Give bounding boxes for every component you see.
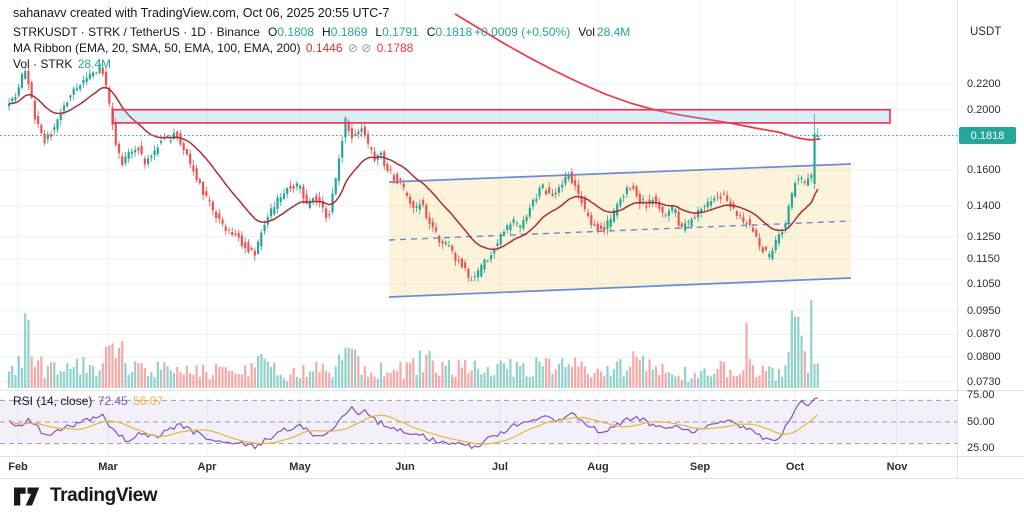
rsi-legend[interactable]: RSI (14, close) 72.45 56.07 xyxy=(13,394,163,408)
volume-value: 28.4M xyxy=(596,25,631,39)
price-tick-label: 0.2200 xyxy=(967,78,1001,90)
ma-ribbon-value-200: 0.1788 xyxy=(376,41,414,55)
last-price-label: 0.1818 xyxy=(959,127,1016,144)
tradingview-logo-mark xyxy=(14,487,40,505)
month-label: Nov xyxy=(886,461,908,473)
price-tick-label: 0.0730 xyxy=(967,375,1001,388)
price-tick-label: 0.1400 xyxy=(967,200,1001,213)
rsi-tick-label: 50.00 xyxy=(967,416,995,428)
rsi-ma-value: 56.07 xyxy=(133,394,164,408)
volume-legend-value: 28.4M xyxy=(77,57,112,71)
ohlc-value: 0.1818 xyxy=(435,25,473,39)
month-label: May xyxy=(289,461,311,473)
ma-ribbon-legend[interactable]: MA Ribbon (EMA, 20, SMA, 50, EMA, 100, E… xyxy=(13,41,413,55)
price-tick-label: 0.1250 xyxy=(967,230,1001,243)
rsi-value: 72.45 xyxy=(97,394,128,408)
ohlc-key: H xyxy=(322,25,331,39)
ohlc-value: 0.1808 xyxy=(277,25,315,39)
symbol-title: STRKUSDT · STRK / TetherUS · 1D · Binanc… xyxy=(13,25,260,39)
rsi-tick-label: 25.00 xyxy=(967,442,995,454)
ohlc-key: C xyxy=(426,25,436,39)
rsi-title: RSI (14, close) xyxy=(13,394,93,408)
month-label: Apr xyxy=(197,461,217,473)
ohlc-value: 0.1791 xyxy=(382,25,419,39)
month-label: Jul xyxy=(492,461,508,473)
price-tick-label: 0.1050 xyxy=(967,277,1001,290)
ohlc-values: O0.1808 H0.1869 L0.1791 C0.1818 xyxy=(260,25,472,39)
price-tick-label: 0.1150 xyxy=(967,253,1000,266)
tradingview-logo[interactable]: TradingView xyxy=(14,485,158,507)
price-tick-label: 0.0950 xyxy=(967,304,1001,317)
volume-legend[interactable]: Vol · STRK 28.4M xyxy=(13,57,111,71)
price-axis[interactable]: USDT 0.1818 0.2200 0.2000 0.1600 0.1400 0.12… xyxy=(958,0,1024,478)
change-value: +0.0009 (+0.50%) xyxy=(474,25,571,39)
month-label: Aug xyxy=(587,461,609,473)
month-label: Oct xyxy=(785,461,805,473)
rsi-tick-label: 75.00 xyxy=(967,389,995,401)
price-tick-label: 0.0870 xyxy=(967,328,1001,341)
tradingview-logo-text: TradingView xyxy=(50,485,158,506)
volume-label: Vol xyxy=(578,25,595,39)
ohlc-key: L xyxy=(375,25,383,39)
ohlc-value: 0.1869 xyxy=(330,25,368,39)
ma-ribbon-hidden-values: ⊘ ⊘ xyxy=(347,41,372,55)
month-label: Jun xyxy=(395,461,415,473)
axis-unit-label: USDT xyxy=(970,26,1002,38)
month-label: Mar xyxy=(98,461,118,473)
price-tick-label: 0.2000 xyxy=(967,103,1001,116)
ma-ribbon-value-20: 0.1446 xyxy=(305,41,343,55)
price-tick-label: 0.0800 xyxy=(967,351,1001,364)
ma-ribbon-title: MA Ribbon (EMA, 20, SMA, 50, EMA, 100, E… xyxy=(13,41,301,55)
watermark: sahanavv created with TradingView.com, O… xyxy=(13,6,390,20)
price-tick-label: 0.1600 xyxy=(967,163,1001,176)
ohlc-key: O xyxy=(267,25,278,39)
month-label: Sep xyxy=(689,461,711,473)
volume-legend-title: Vol · STRK xyxy=(13,57,73,71)
month-label: Feb xyxy=(8,461,28,473)
symbol-legend[interactable]: STRKUSDT · STRK / TetherUS · 1D · Binanc… xyxy=(13,25,630,39)
